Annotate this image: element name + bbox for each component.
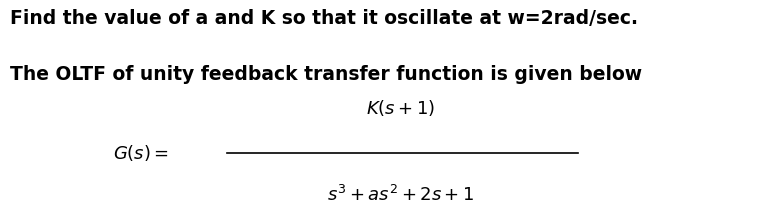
Text: The OLTF of unity feedback transfer function is given below: The OLTF of unity feedback transfer func… bbox=[10, 65, 642, 84]
Text: $s^3 + as^2 + 2s + 1$: $s^3 + as^2 + 2s + 1$ bbox=[326, 185, 474, 205]
Text: $K(s+1)$: $K(s+1)$ bbox=[366, 99, 435, 118]
Text: Find the value of a and K so that it oscillate at w=2rad/sec.: Find the value of a and K so that it osc… bbox=[10, 9, 638, 28]
Text: $G(s) =$: $G(s) =$ bbox=[113, 143, 169, 163]
